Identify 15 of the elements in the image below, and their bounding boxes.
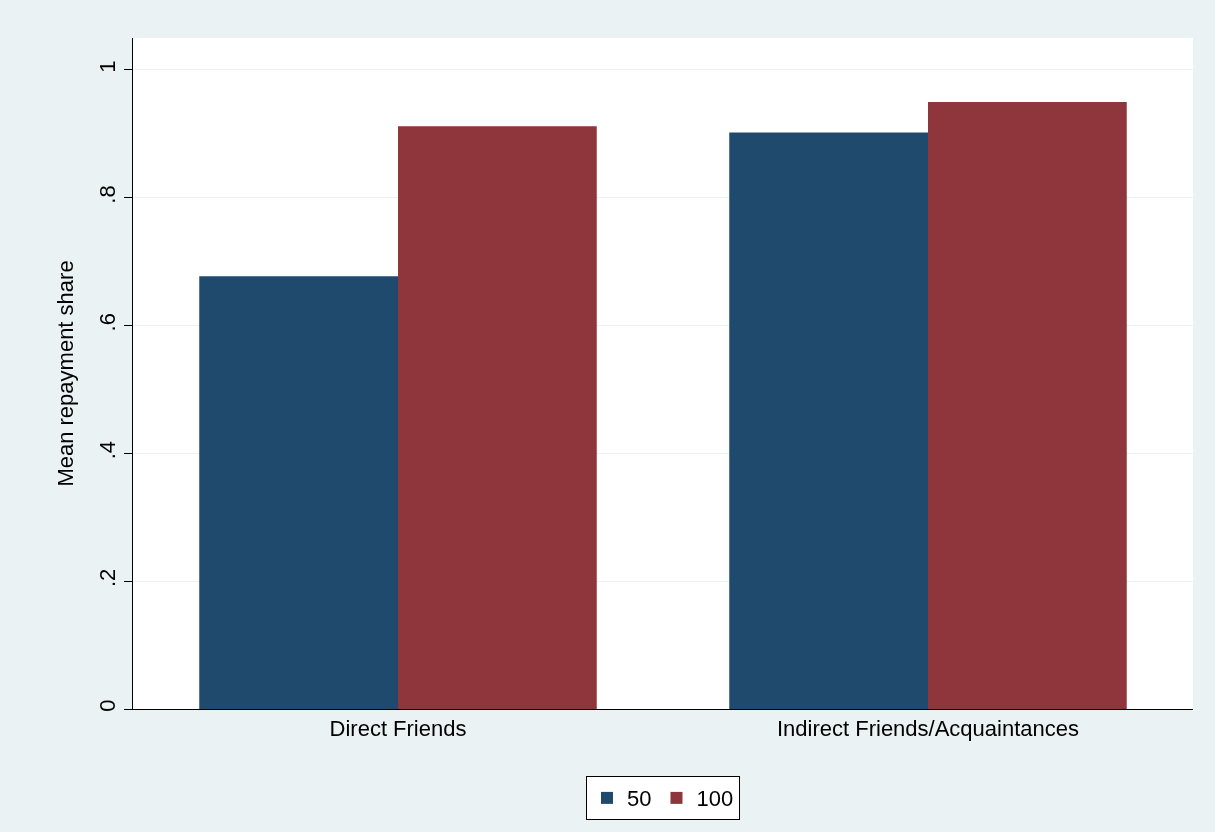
y-tick-label: 0: [95, 699, 121, 712]
legend-label: 50: [627, 786, 652, 812]
x-tick-label: Direct Friends: [329, 716, 467, 742]
bar: [398, 126, 597, 709]
x-tick-label: Indirect Friends/Acquaintances: [776, 716, 1080, 742]
legend-label: 100: [696, 786, 734, 812]
bar: [928, 101, 1127, 709]
y-tick-label: .4: [95, 440, 121, 460]
bar: [729, 132, 928, 709]
y-tick-label: .2: [95, 568, 121, 588]
y-tick-label: 1: [95, 60, 121, 73]
y-tick-label: .6: [95, 313, 121, 332]
y-axis-title: Mean repayment share: [53, 260, 78, 487]
y-tick-label: .8: [95, 185, 121, 204]
bar: [199, 276, 398, 709]
